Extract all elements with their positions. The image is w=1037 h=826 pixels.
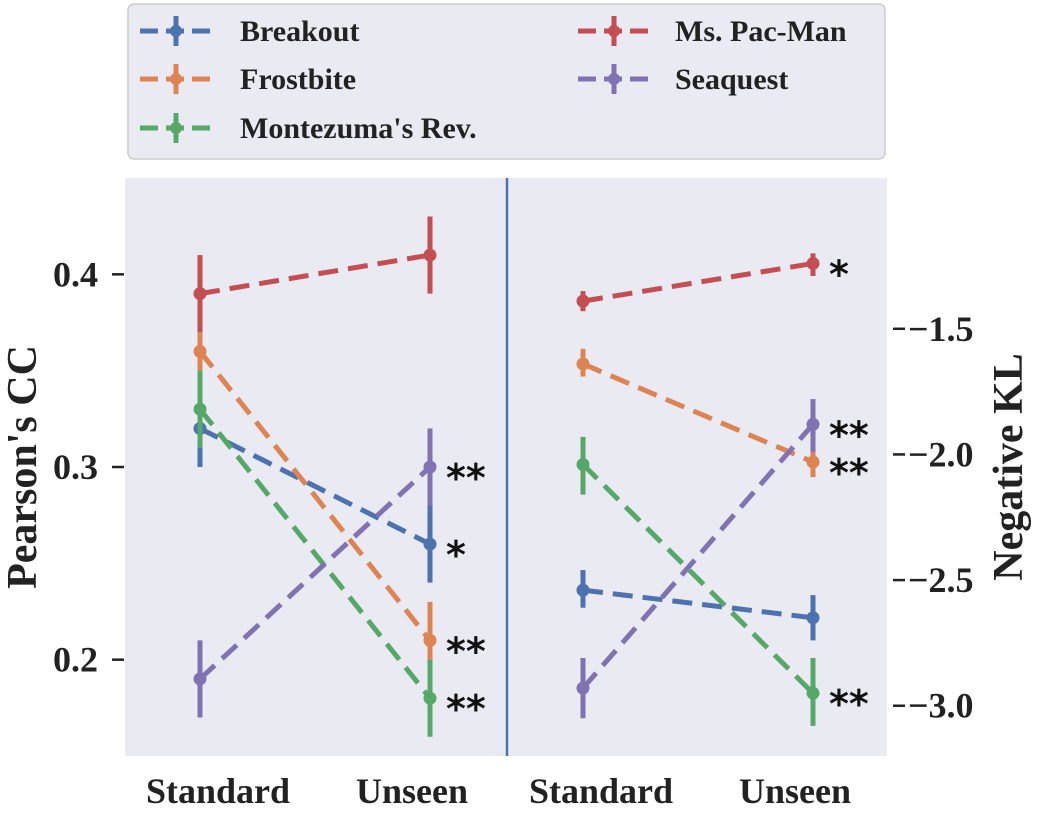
data-point <box>576 357 590 371</box>
data-point <box>423 691 437 705</box>
legend-swatch-marker <box>170 25 182 37</box>
series-montezuma-s-rev: ** <box>576 436 869 726</box>
x-category-label: Standard <box>529 771 673 811</box>
data-point <box>193 344 207 358</box>
y-tick-label-left: 0.3 <box>53 447 98 487</box>
y-tick-label-left: 0.2 <box>53 640 98 680</box>
data-point <box>576 457 590 471</box>
legend-swatch-marker <box>170 73 182 85</box>
data-point <box>806 611 820 625</box>
data-point <box>806 256 820 270</box>
significance-marker: * <box>446 533 466 577</box>
data-point <box>576 583 590 597</box>
axes: 0.2 0.3 0.4 Pearson's CC Standard Unseen −3.0 −… <box>0 254 1032 811</box>
series-seaquest: ** <box>193 428 486 718</box>
legend-item-frostbite: Frostbite <box>140 63 356 96</box>
legend-label: Frostbite <box>240 63 356 96</box>
data-point <box>193 287 207 301</box>
legend-label: Breakout <box>240 15 359 48</box>
series-ms-pac-man <box>193 216 437 333</box>
legend-item-montezuma-s-rev: Montezuma's Rev. <box>140 112 477 145</box>
data-point <box>576 681 590 695</box>
legend-item-breakout: Breakout <box>140 15 359 48</box>
data-point <box>806 686 820 700</box>
significance-marker: ** <box>829 682 869 726</box>
series-line <box>582 587 814 621</box>
data-point <box>423 248 437 262</box>
series-line <box>582 361 814 465</box>
data-point <box>576 294 590 308</box>
series-line <box>582 260 814 304</box>
y-tick-label-right: −1.5 <box>908 309 974 349</box>
panel-left-background <box>125 178 507 756</box>
series-line <box>198 465 432 681</box>
legend-box <box>127 3 886 160</box>
legend-item-seaquest: Seaquest <box>578 63 788 96</box>
y-tick-label-right: −2.5 <box>908 560 974 600</box>
y-axis-title-left: Pearson's CC <box>0 345 46 589</box>
series-line <box>198 349 432 642</box>
y-tick-label-right: −3.0 <box>908 686 974 726</box>
series-line <box>581 462 815 695</box>
data-point <box>806 455 820 469</box>
series-breakout <box>576 570 820 641</box>
legend-label: Ms. Pac-Man <box>675 15 847 48</box>
series-line <box>198 407 432 700</box>
significance-marker: ** <box>829 451 869 495</box>
panel-right-background <box>507 178 887 756</box>
legend-swatch-marker <box>608 25 620 37</box>
y-tick-label-right: −2.0 <box>908 434 974 474</box>
series-seaquest: ** <box>576 399 869 719</box>
series-frostbite: ** <box>193 332 486 673</box>
x-category-label: Unseen <box>739 771 851 811</box>
data-point <box>193 672 207 686</box>
significance-marker: ** <box>446 629 486 673</box>
legend-label: Montezuma's Rev. <box>240 112 477 145</box>
significance-marker: * <box>829 252 849 296</box>
series-ms-pac-man: * <box>576 252 849 312</box>
legend-swatch-marker <box>608 73 620 85</box>
legend: Breakout Frostbite Montezuma's Rev. Ms. Pac… <box>127 3 886 160</box>
data-point <box>423 460 437 474</box>
significance-marker: ** <box>829 413 869 457</box>
data-point <box>193 402 207 416</box>
data-point <box>423 537 437 551</box>
x-category-label: Standard <box>146 771 290 811</box>
legend-label: Seaquest <box>675 63 788 96</box>
legend-swatch-marker <box>170 122 182 134</box>
significance-marker: ** <box>446 456 486 500</box>
x-category-label: Unseen <box>356 771 468 811</box>
right-panel: ******* <box>576 252 869 726</box>
legend-item-ms-pac-man: Ms. Pac-Man <box>578 15 847 48</box>
y-axis-title-right: Negative KL <box>986 353 1032 580</box>
y-tick-label-left: 0.4 <box>53 254 98 294</box>
data-point <box>806 417 820 431</box>
data-point <box>423 633 437 647</box>
left-panel: ******* <box>193 216 486 737</box>
significance-marker: ** <box>446 687 486 731</box>
series-montezuma-s-rev: ** <box>193 370 486 737</box>
series-line <box>199 252 431 297</box>
series-line <box>198 426 432 547</box>
